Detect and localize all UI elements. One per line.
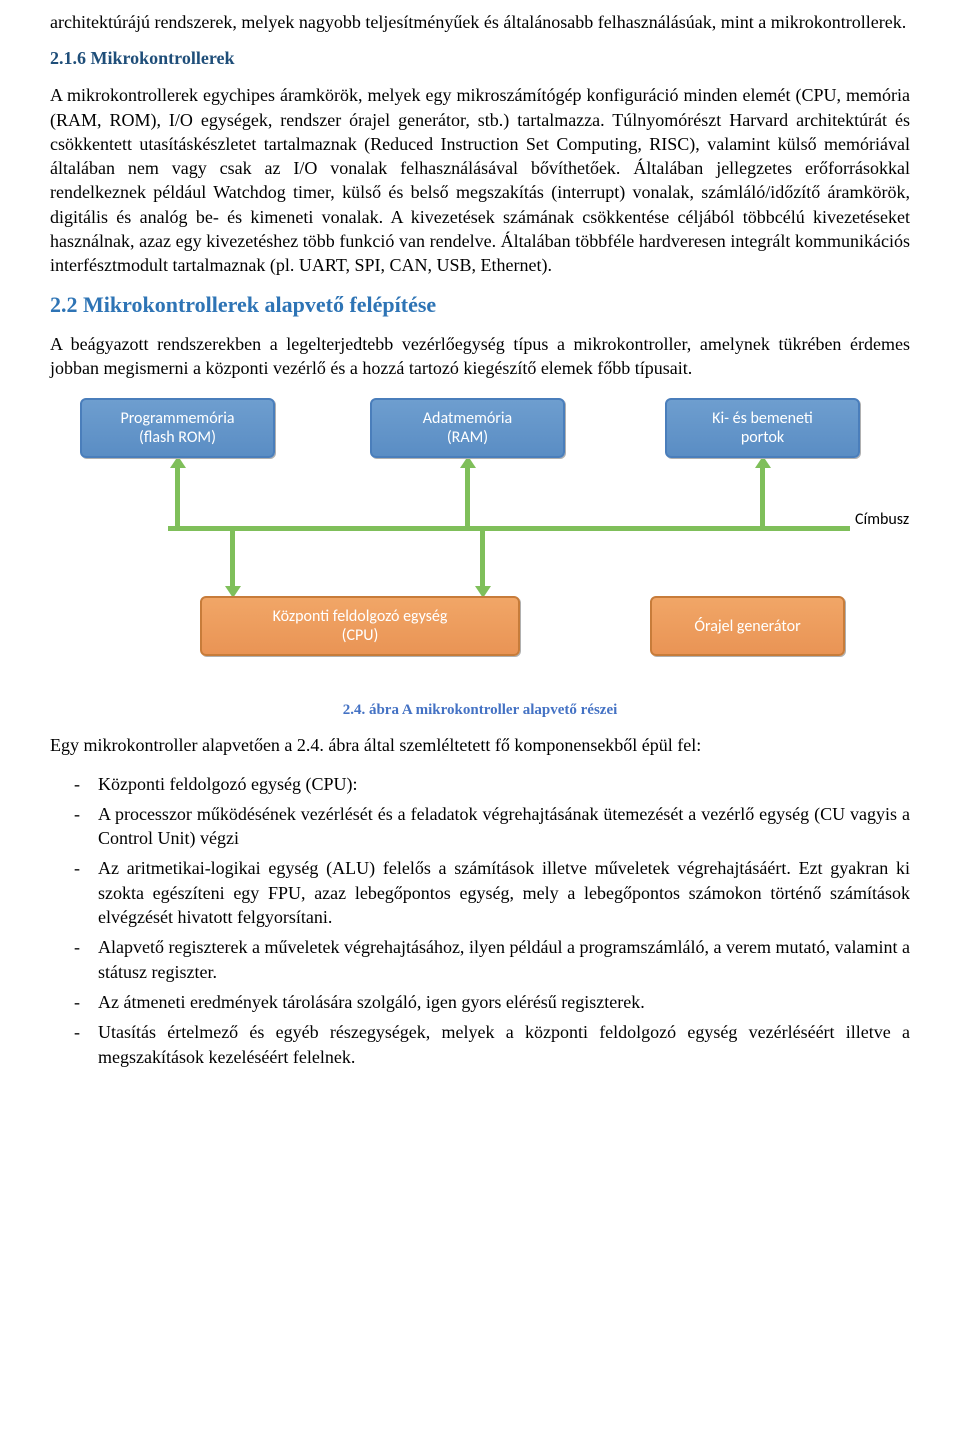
bus-stem — [230, 526, 235, 588]
bus-stem — [175, 466, 180, 529]
paragraph-2-1-6: A mikrokontrollerek egychipes áramkörök,… — [50, 83, 910, 277]
bus-stem — [480, 526, 485, 588]
paragraph-top: architektúrájú rendszerek, melyek nagyob… — [50, 10, 910, 34]
arrow-up-icon — [755, 456, 771, 468]
list-item: Alapvető regiszterek a műveletek végreha… — [98, 935, 910, 984]
node-program-memory: Programmemória (flash ROM) — [80, 398, 275, 458]
node-clock-generator: Órajel generátor — [650, 596, 845, 656]
bus-stem — [465, 466, 470, 529]
node-io-ports: Ki- és bemeneti portok — [665, 398, 860, 458]
bus-stem — [760, 466, 765, 529]
page: architektúrájú rendszerek, melyek nagyob… — [0, 0, 960, 1455]
paragraph-2-2-intro: A beágyazott rendszerekben a legelterjed… — [50, 332, 910, 381]
node-cpu: Központi feldolgozó egység (CPU) — [200, 596, 520, 656]
arrow-up-icon — [170, 456, 186, 468]
heading-2-1-6: 2.1.6 Mikrokontrollerek — [50, 48, 910, 69]
list-item: Utasítás értelmező és egyéb részegységek… — [98, 1020, 910, 1069]
figure-2-4-caption: 2.4. ábra A mikrokontroller alapvető rés… — [50, 702, 910, 719]
list-item: Az aritmetikai-logikai egység (ALU) fele… — [98, 856, 910, 929]
heading-2-2: 2.2 Mikrokontrollerek alapvető felépítés… — [50, 292, 910, 318]
arrow-up-icon — [460, 456, 476, 468]
bullet-list: Központi feldolgozó egység (CPU): A proc… — [50, 772, 910, 1069]
paragraph-after-figure: Egy mikrokontroller alapvetően a 2.4. áb… — [50, 733, 910, 757]
list-item: Az átmeneti eredmények tárolására szolgá… — [98, 990, 910, 1014]
list-item: Központi feldolgozó egység (CPU): — [98, 772, 910, 796]
figure-2-4-diagram: Címbusz Programmemória (flash ROM) Adatm… — [50, 398, 910, 688]
bus-label: Címbusz — [855, 510, 909, 529]
bus-line — [168, 526, 850, 531]
node-data-memory: Adatmemória (RAM) — [370, 398, 565, 458]
list-item: A processzor működésének vezérlését és a… — [98, 802, 910, 851]
